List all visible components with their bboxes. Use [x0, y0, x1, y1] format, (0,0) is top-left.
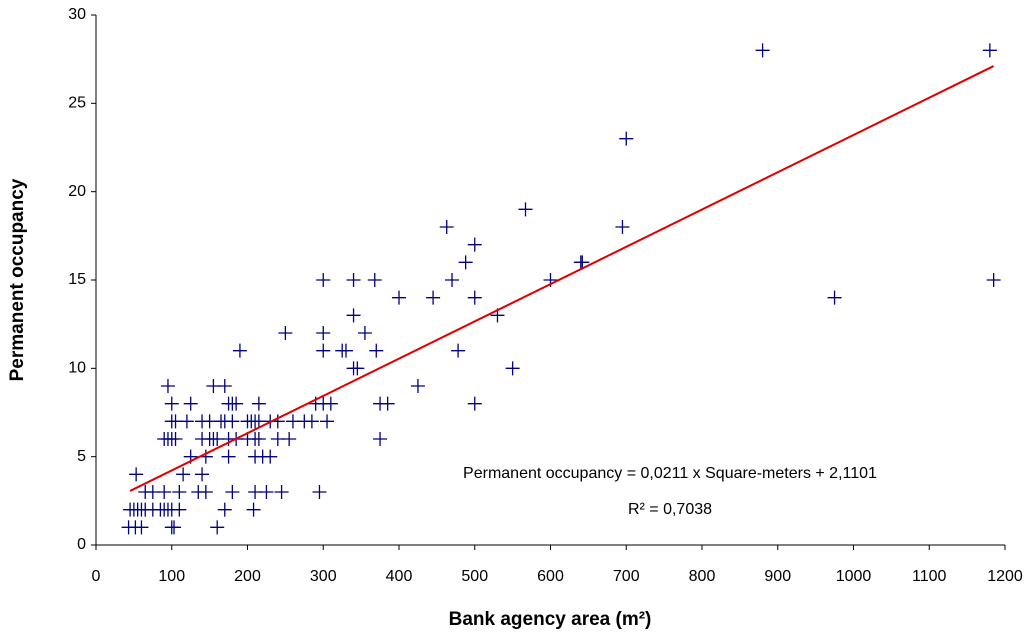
- data-point: [467, 237, 482, 252]
- data-point: [172, 502, 187, 517]
- r-squared-annotation: R² = 0,7038: [628, 501, 712, 518]
- data-point: [467, 396, 482, 411]
- data-point: [827, 290, 842, 305]
- data-point: [373, 432, 388, 446]
- x-tick-label: 100: [158, 568, 185, 585]
- trendline: [129, 65, 995, 492]
- data-point: [575, 255, 590, 270]
- data-point: [316, 273, 331, 287]
- data-point: [986, 273, 1001, 287]
- x-tick-label: 0: [92, 568, 101, 585]
- data-point: [129, 467, 144, 482]
- data-point: [217, 379, 232, 393]
- data-point: [323, 396, 338, 411]
- x-tick-label: 200: [234, 568, 261, 585]
- data-point: [246, 502, 261, 517]
- data-point: [426, 290, 441, 305]
- data-point: [338, 343, 353, 358]
- data-point: [168, 432, 183, 446]
- data-point: [410, 379, 425, 393]
- data-point: [179, 414, 194, 429]
- data-point: [458, 255, 473, 270]
- data-point: [232, 343, 247, 358]
- y-tick-label: 0: [77, 536, 86, 553]
- data-point: [615, 220, 630, 234]
- data-point: [282, 432, 297, 446]
- y-tick-label: 25: [68, 95, 86, 112]
- equation-annotation: Permanent occupancy = 0,0211 x Square-me…: [463, 465, 877, 482]
- data-point: [225, 414, 240, 429]
- x-tick-label: 800: [689, 568, 716, 585]
- data-point: [316, 343, 331, 358]
- data-point: [259, 485, 274, 499]
- x-tick-label: 1100: [912, 568, 947, 585]
- y-tick-label: 30: [68, 6, 86, 23]
- data-point: [392, 290, 406, 305]
- y-tick-label: 15: [68, 271, 86, 288]
- data-point: [160, 379, 175, 393]
- data-point: [439, 220, 454, 234]
- x-tick-label: 600: [537, 568, 564, 585]
- data-point: [134, 520, 149, 535]
- x-tick-label: 1000: [836, 568, 872, 585]
- data-point: [316, 326, 331, 340]
- y-tick-label: 10: [68, 360, 86, 377]
- data-point: [274, 485, 289, 499]
- data-point: [350, 361, 365, 376]
- data-point: [251, 396, 266, 411]
- data-point: [195, 467, 210, 482]
- data-point: [346, 308, 361, 323]
- y-tick-label: 20: [68, 183, 86, 200]
- data-point: [451, 343, 466, 358]
- data-point: [380, 396, 395, 411]
- data-point: [320, 414, 335, 429]
- data-point: [445, 273, 460, 287]
- data-point: [982, 43, 997, 58]
- data-point: [176, 467, 191, 482]
- data-point: [467, 290, 482, 305]
- x-tick-label: 400: [386, 568, 413, 585]
- x-tick-label: 300: [310, 568, 337, 585]
- data-point: [619, 131, 634, 146]
- x-tick-label: 900: [764, 568, 791, 585]
- x-axis-label: Bank agency area (m²): [449, 609, 652, 630]
- data-point: [164, 396, 179, 411]
- data-point: [304, 414, 319, 429]
- data-point: [518, 202, 533, 217]
- y-axis-label: Permanent occupancy: [7, 178, 28, 381]
- x-tick-label: 700: [613, 568, 640, 585]
- x-tick-label: 500: [461, 568, 488, 585]
- data-point: [225, 485, 240, 499]
- data-point: [167, 520, 182, 535]
- data-point: [278, 326, 293, 340]
- data-point: [369, 343, 384, 358]
- data-point: [263, 449, 278, 464]
- data-point: [221, 449, 236, 464]
- data-point: [183, 396, 198, 411]
- data-point: [312, 485, 327, 499]
- data-point: [367, 273, 382, 287]
- data-point: [217, 502, 232, 517]
- data-point: [172, 485, 187, 499]
- data-point: [251, 432, 266, 446]
- data-point: [157, 485, 172, 499]
- data-point: [505, 361, 520, 376]
- data-point: [210, 520, 225, 535]
- y-tick-label: 5: [77, 448, 86, 465]
- data-point: [229, 396, 244, 411]
- data-point: [346, 273, 361, 287]
- data-point: [755, 43, 770, 58]
- data-point: [198, 485, 213, 499]
- x-tick-label: 1200: [987, 568, 1023, 585]
- data-point: [357, 326, 372, 340]
